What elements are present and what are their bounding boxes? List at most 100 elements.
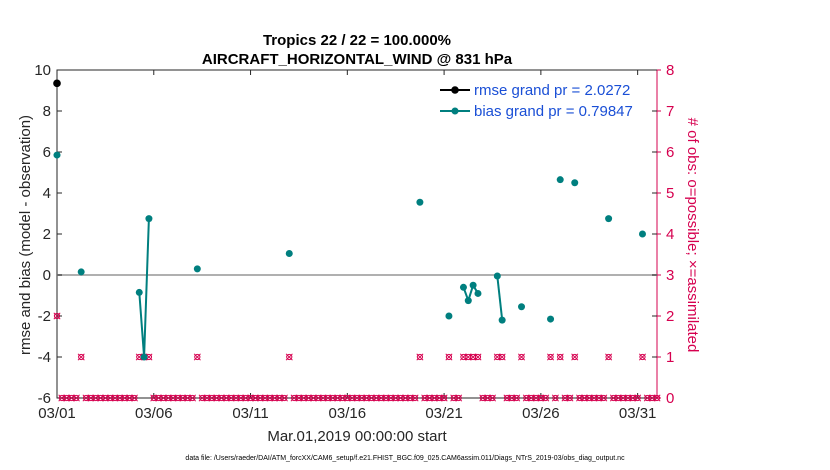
y-right-tick-label: 4 (666, 226, 674, 243)
obs-assimilated-cross (546, 353, 555, 361)
obs-possible-marker (557, 353, 564, 361)
obs-possible-marker (455, 394, 462, 402)
y-tick-label: 10 (34, 62, 51, 79)
bias-point (77, 268, 85, 276)
data-file-footnote: data file: /Users/raeder/DAI/ATM_forcXX/… (185, 455, 625, 462)
obs-assimilated-cross (498, 353, 506, 361)
obs-assimilated-cross (551, 394, 559, 402)
obs-assimilated-cross (416, 353, 424, 361)
obs-assimilated-cross (605, 353, 613, 361)
y-tick-label: 2 (43, 226, 51, 243)
obs-count-point (77, 353, 85, 361)
obs-assimilated-cross (638, 353, 647, 361)
obs-assimilated-cross (455, 394, 463, 402)
bias-point (459, 283, 467, 291)
obs-possible-marker (194, 353, 201, 361)
obs-count-point (551, 394, 559, 402)
obs-possible-marker (571, 353, 578, 361)
obs-count-point (445, 353, 453, 361)
bias-point (638, 230, 646, 238)
obs-count-point (542, 394, 550, 402)
bias-point (193, 265, 201, 273)
obs-count-point (600, 394, 608, 402)
obs-assimilated-cross (280, 394, 288, 402)
obs-count-point (498, 353, 506, 361)
x-tick-label: 03/21 (425, 405, 463, 422)
obs-count-point (72, 394, 80, 402)
x-tick-label: 03/16 (329, 405, 367, 422)
bias-point (493, 272, 501, 280)
obs-possible-marker (518, 353, 525, 361)
y-tick-label: -2 (38, 308, 51, 325)
obs-possible-marker (566, 394, 574, 402)
obs-count-point (488, 394, 497, 402)
obs-count-point (634, 394, 642, 402)
bias-point (518, 303, 526, 311)
bias-point (474, 289, 482, 297)
obs-possible-marker (73, 394, 80, 402)
obs-count-point (546, 353, 555, 361)
obs-possible-marker (474, 353, 482, 361)
obs-assimilated-cross (72, 394, 80, 402)
bias-point (469, 281, 477, 289)
y-tick-label: 6 (43, 144, 51, 161)
obs-count-point (517, 353, 526, 361)
obs-assimilated-cross (193, 353, 201, 361)
obs-possible-marker (605, 353, 612, 361)
obs-count-point (566, 394, 574, 402)
rmse-point (53, 79, 61, 88)
bias-point (556, 176, 564, 184)
obs-assimilated-cross (653, 394, 661, 402)
bias-point (605, 215, 613, 223)
obs-possible-marker (286, 353, 293, 361)
obs-possible-marker (411, 394, 419, 402)
obs-possible-marker (440, 394, 448, 402)
obs-assimilated-cross (188, 394, 197, 402)
y-axis-label: rmse and bias (model - observation) (17, 115, 34, 355)
obs-count-point (280, 394, 288, 402)
obs-assimilated-cross (285, 353, 293, 361)
y-tick-label: 8 (43, 103, 51, 120)
obs-possible-marker (489, 394, 496, 402)
obs-possible-marker (53, 312, 61, 320)
obs-assimilated-cross (411, 394, 419, 402)
y-tick-label: 0 (43, 267, 51, 284)
legend-rmse-marker (451, 86, 459, 94)
obs-count-point (474, 353, 482, 361)
bias-line (462, 282, 479, 304)
obs-possible-marker (547, 353, 554, 361)
legend-rmse-label: rmse grand pr = 2.0272 (474, 82, 630, 99)
y-tick-label: -6 (38, 390, 51, 407)
obs-possible-marker (189, 394, 196, 402)
obs-assimilated-cross (556, 353, 564, 361)
obs-count-point (193, 353, 201, 361)
obs-assimilated-cross (600, 394, 608, 402)
obs-possible-marker (281, 394, 288, 402)
obs-possible-marker (78, 353, 85, 361)
obs-possible-marker (634, 394, 641, 402)
obs-assimilated-cross (634, 394, 642, 402)
obs-count-point (571, 353, 579, 361)
obs-count-point (638, 353, 647, 361)
bias-point (498, 316, 506, 324)
obs-possible-marker (542, 394, 549, 402)
obs-count-point (455, 394, 463, 402)
y-right-tick-label: 1 (666, 349, 674, 366)
obs-assimilated-cross (566, 394, 574, 402)
obs-count-point (130, 394, 138, 402)
obs-possible-marker (131, 394, 138, 402)
obs-possible-marker (639, 353, 646, 361)
bias-point (285, 249, 293, 257)
obs-assimilated-cross (77, 353, 85, 361)
obs-assimilated-cross (53, 312, 61, 320)
bias-point (571, 179, 579, 187)
x-tick-label: 03/01 (38, 405, 76, 422)
y-right-tick-label: 5 (666, 185, 674, 202)
legend: rmse grand pr = 2.0272 bias grand pr = 0.… (440, 82, 633, 120)
chart-title-line2: AIRCRAFT_HORIZONTAL_WIND @ 831 hPa (202, 51, 513, 68)
bias-point (445, 312, 453, 320)
x-axis-label: Mar.01,2019 00:00:00 start (267, 428, 447, 445)
obs-possible-marker (445, 353, 453, 361)
obs-count-point (411, 394, 419, 402)
obs-possible-marker (600, 394, 607, 402)
